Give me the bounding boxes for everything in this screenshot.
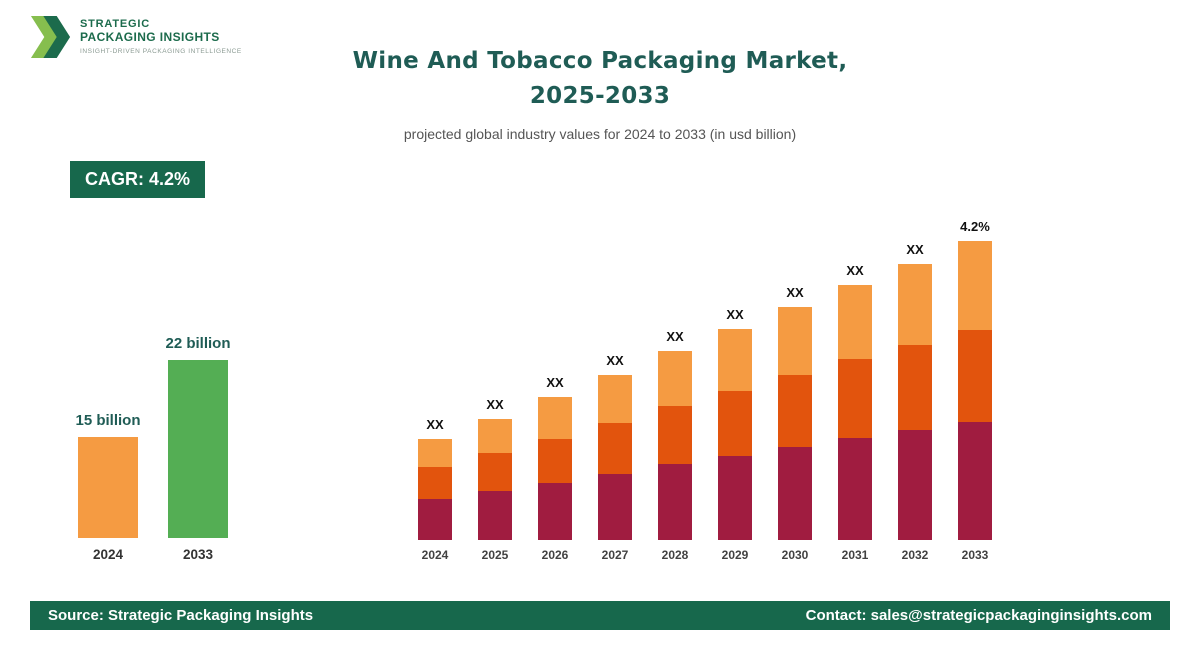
stacked-bar-group: XX 2031 (838, 263, 872, 562)
middle-segment (898, 345, 932, 430)
chevron-arrow-logo-icon (30, 16, 71, 58)
stacked-bar-group: XX 2032 (898, 242, 932, 562)
stacked-bar-group: XX 2029 (718, 307, 752, 562)
top-segment (778, 307, 812, 375)
bar-category-label: 2032 (901, 548, 929, 562)
bar-top-label: XX (906, 242, 924, 257)
bar-category-label: 2029 (721, 548, 749, 562)
footer-source: Source: Strategic Packaging Insights (48, 607, 314, 624)
comparison-bar-group: 15 billion 2024 (75, 412, 141, 562)
page-title: Wine And Tobacco Packaging Market, 2025-… (0, 44, 1200, 114)
top-segment (598, 375, 632, 423)
bar-top-label: XX (546, 375, 564, 390)
middle-segment (838, 359, 872, 438)
bar-category-label: 2030 (781, 548, 809, 562)
bar (78, 437, 138, 538)
top-segment (538, 397, 572, 439)
bar-value-label: 22 billion (165, 335, 231, 352)
bar-category-label: 2027 (601, 548, 629, 562)
middle-segment (478, 453, 512, 491)
stacked-bar-group: 4.2% 2033 (958, 219, 992, 562)
brand-name-line2: PACKAGING INSIGHTS (80, 29, 220, 44)
top-segment (478, 419, 512, 453)
brand-logo-text: STRATEGIC PACKAGING INSIGHTS INSIGHT-DRI… (80, 18, 242, 56)
bar-top-label: XX (666, 329, 684, 344)
middle-segment (598, 423, 632, 474)
stacked-bar-group: XX 2025 (478, 397, 512, 562)
page-subtitle: projected global industry values for 202… (403, 126, 797, 142)
brand-logo: STRATEGIC PACKAGING INSIGHTS INSIGHT-DRI… (30, 14, 242, 60)
stacked-bar-group: XX 2024 (418, 417, 452, 562)
stacked-bar-group: XX 2027 (598, 353, 632, 562)
middle-segment (538, 439, 572, 483)
bottom-segment (658, 464, 692, 540)
top-segment (658, 351, 692, 406)
bar-category-label: 2024 (421, 548, 449, 562)
bar-category-label: 2025 (481, 548, 509, 562)
bottom-segment (958, 422, 992, 540)
bar-category-label: 2033 (961, 548, 989, 562)
bottom-segment (418, 499, 452, 540)
top-segment (958, 241, 992, 330)
bar-category-label: 2033 (182, 547, 214, 562)
bar-category-label: 2031 (841, 548, 869, 562)
middle-segment (778, 375, 812, 447)
bar-top-label: XX (846, 263, 864, 278)
bar-top-label: XX (426, 417, 444, 432)
top-segment (898, 264, 932, 345)
bottom-segment (598, 474, 632, 540)
footer-contact: Contact: sales@strategicpackaginginsight… (805, 607, 1152, 624)
top-segment (718, 329, 752, 391)
bar-category-label: 2024 (92, 547, 124, 562)
middle-segment (718, 391, 752, 456)
bar-top-label: 4.2% (960, 219, 990, 234)
bar-category-label: 2026 (541, 548, 569, 562)
bottom-segment (538, 483, 572, 540)
bar-top-label: XX (726, 307, 744, 322)
page-title-line2: 2025-2033 (529, 83, 671, 109)
stacked-bar-group: XX 2030 (778, 285, 812, 562)
brand-name-line1: STRATEGIC (80, 18, 150, 31)
brand-tagline: INSIGHT-DRIVEN PACKAGING INTELLIGENCE (80, 48, 242, 56)
comparison-chart-bars: 15 billion 2024 22 billion 2033 (75, 335, 231, 562)
bottom-segment (478, 491, 512, 540)
footer-bar: Source: Strategic Packaging Insights Con… (30, 601, 1170, 630)
comparison-bar-group: 22 billion 2033 (165, 335, 231, 562)
top-segment (418, 439, 452, 467)
middle-segment (418, 467, 452, 499)
middle-segment (658, 406, 692, 464)
projection-chart: XX 2024 XX 2025 XX 2026 XX 2027 XX 2028 XX 2029 XX 20… (418, 219, 992, 562)
top-segment (838, 285, 872, 359)
bar-value-label: 15 billion (75, 412, 141, 429)
page-title-line1: Wine And Tobacco Packaging Market, (352, 48, 848, 74)
bottom-segment (838, 438, 872, 540)
bar-top-label: XX (486, 397, 504, 412)
bottom-segment (898, 430, 932, 540)
cagr-badge: CAGR: 4.2% (70, 161, 206, 198)
bar-top-label: XX (606, 353, 624, 368)
stacked-bar-group: XX 2028 (658, 329, 692, 562)
bottom-segment (718, 456, 752, 540)
bar (168, 360, 228, 538)
bottom-segment (778, 447, 812, 540)
bar-category-label: 2028 (661, 548, 689, 562)
bar-top-label: XX (786, 285, 804, 300)
stacked-bar-group: XX 2026 (538, 375, 572, 562)
comparison-chart: 15 billion 2024 22 billion 2033 (75, 335, 231, 562)
middle-segment (958, 330, 992, 422)
chart-header: Wine And Tobacco Packaging Market, 2025-… (0, 44, 1200, 142)
